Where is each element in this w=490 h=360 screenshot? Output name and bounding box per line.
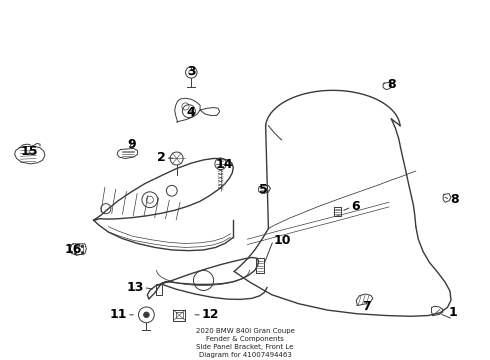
Text: 1: 1 xyxy=(448,306,457,319)
Circle shape xyxy=(81,245,84,248)
Text: 6: 6 xyxy=(351,201,360,213)
Text: 2020 BMW 840i Gran Coupe
Fender & Components
Side Panel Bracket, Front Le
Diagra: 2020 BMW 840i Gran Coupe Fender & Compon… xyxy=(196,328,294,358)
Text: 10: 10 xyxy=(273,234,291,247)
Circle shape xyxy=(74,245,77,248)
Text: 4: 4 xyxy=(186,107,195,120)
Circle shape xyxy=(144,312,149,318)
Text: 16: 16 xyxy=(65,243,82,256)
Text: 8: 8 xyxy=(450,193,459,206)
Text: 8: 8 xyxy=(387,78,396,91)
Text: 15: 15 xyxy=(21,145,38,158)
Text: 9: 9 xyxy=(127,138,136,151)
Text: 14: 14 xyxy=(216,158,233,171)
Text: 11: 11 xyxy=(109,308,127,321)
Text: 2: 2 xyxy=(157,151,166,164)
Text: 7: 7 xyxy=(362,300,370,313)
Text: 3: 3 xyxy=(187,64,196,77)
Text: 12: 12 xyxy=(202,308,220,321)
Text: 13: 13 xyxy=(126,281,144,294)
Circle shape xyxy=(74,251,77,254)
Circle shape xyxy=(81,251,84,254)
Text: 5: 5 xyxy=(259,183,268,196)
